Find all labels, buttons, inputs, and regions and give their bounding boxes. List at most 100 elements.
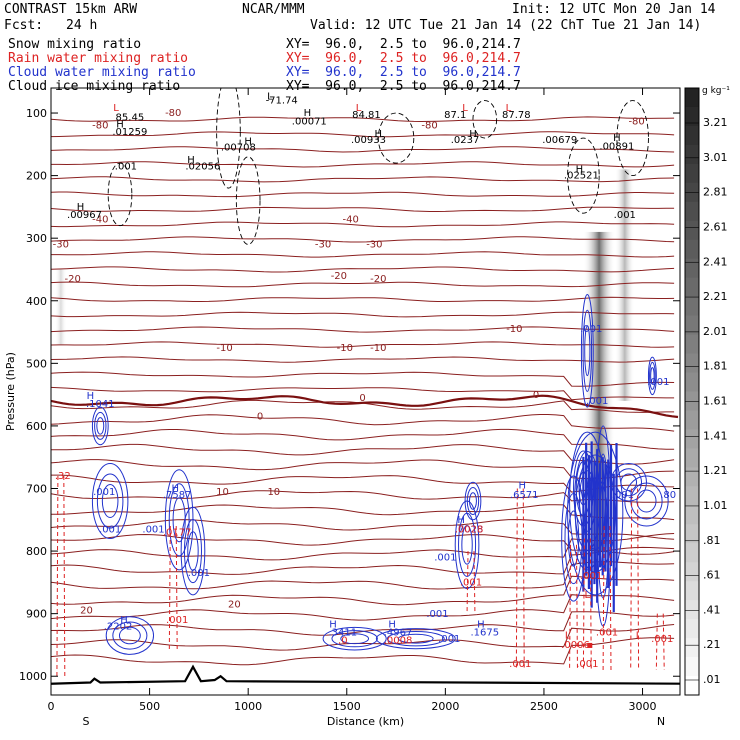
contour-label: -20 xyxy=(331,271,347,282)
contour-label: -71.74 xyxy=(266,96,298,107)
extremum-marker: H xyxy=(388,619,396,630)
cloud-water-contour xyxy=(375,628,456,650)
contour-label: .7587 xyxy=(163,490,192,501)
contour-label: .001 xyxy=(434,552,456,563)
isotherm-line xyxy=(51,296,675,302)
colorbar-cell xyxy=(685,486,699,506)
colorbar-label: 1.01 xyxy=(703,499,728,512)
legend-cloudice-label: Cloud ice mixing ratio xyxy=(8,79,181,94)
extremum-marker: H xyxy=(576,164,584,175)
colorbar-unit: g kg⁻¹ xyxy=(702,86,730,96)
cloud-water-contour xyxy=(630,482,663,520)
contour-label: -40 xyxy=(92,215,108,226)
cloud-water-contour xyxy=(168,483,190,557)
isotherm-line xyxy=(51,341,675,348)
contour-label: -80 xyxy=(92,121,108,132)
x-tick-label: 1000 xyxy=(234,700,262,713)
colorbar-label: .61 xyxy=(703,569,721,582)
cloud-water-contour xyxy=(331,630,378,648)
colorbar-label: 2.01 xyxy=(703,325,728,338)
legend-rain-xy: XY= 96.0, 2.5 to 96.0,214.7 xyxy=(286,51,521,66)
extremum-marker: L xyxy=(585,590,591,601)
colorbar-cell xyxy=(685,524,699,544)
rain-contour xyxy=(466,551,476,614)
cloud-water-contour xyxy=(647,356,657,396)
fcst-value: 24 h xyxy=(66,18,98,33)
extremum-marker: H xyxy=(187,155,195,166)
contour-label: 87.78 xyxy=(502,110,531,121)
valid-time: Valid: 12 UTC Tue 21 Jan 14 (22 ChT Tue … xyxy=(310,18,702,33)
cloud-water-contour xyxy=(620,473,638,491)
x-tick-label: 500 xyxy=(139,700,160,713)
contour-label: .2202 xyxy=(104,621,133,632)
contour-label: -10 xyxy=(370,343,386,354)
colorbar-label: 2.21 xyxy=(703,290,728,303)
contour-label: 10 xyxy=(216,487,229,498)
contour-label: 10 xyxy=(267,487,280,498)
contour-label: .001 xyxy=(509,659,531,670)
extremum-marker: H xyxy=(375,129,383,140)
isotherm-line xyxy=(51,518,675,540)
contour-label: .00708 xyxy=(221,143,256,154)
rain-contour xyxy=(515,488,525,670)
colorbar-label: 3.21 xyxy=(703,116,728,129)
contour-label: -10 xyxy=(337,343,353,354)
contour-label: .1675 xyxy=(470,628,499,639)
contour-label: -30 xyxy=(53,240,69,251)
cloud-water-contour xyxy=(636,489,657,513)
isotherm-line xyxy=(51,637,675,666)
y-tick-label: 1000 xyxy=(19,670,47,683)
colorbar-label: .21 xyxy=(703,638,721,651)
colorbar-cell xyxy=(685,239,699,260)
contour-label: .001 xyxy=(142,524,164,535)
isotherm-line xyxy=(51,266,675,273)
extremum-marker: H xyxy=(304,108,312,119)
cloud-water-contour xyxy=(397,633,434,644)
isotherm-line xyxy=(51,311,675,318)
init-time: Init: 12 UTC Mon 20 Jan 14 xyxy=(512,2,716,17)
cloud-water-contour xyxy=(322,626,387,651)
ice-contour xyxy=(107,162,133,227)
isotherm-line xyxy=(51,414,675,432)
extremum-marker: L xyxy=(113,103,119,114)
field-layer: -80 -80 -80 -80 -40 -40 -30 -30 -30 -20 -20 -20 -10 -… xyxy=(51,88,680,685)
contour-label: .00071 xyxy=(292,116,327,127)
plot-area: -80 -80 -80 -80 -40 -40 -30 -30 -30 -20 -20 -20 -10 -… xyxy=(4,87,681,728)
contour-label: .001 xyxy=(651,634,673,645)
cloud-water-contour xyxy=(180,506,206,596)
colorbar-cell xyxy=(685,467,699,487)
contour-label: .001 xyxy=(580,324,602,335)
x-tick-label: 2500 xyxy=(530,700,558,713)
contour-label: .80 xyxy=(660,490,676,501)
isotherm-line xyxy=(51,236,675,243)
y-tick-label: 300 xyxy=(26,232,47,245)
extremum-marker: L xyxy=(565,631,571,642)
colorbar-label: 2.41 xyxy=(703,255,728,268)
y-axis-label: Pressure (hPa) xyxy=(4,352,17,431)
contour-label: .0028 xyxy=(455,524,484,535)
contour-label: .00891 xyxy=(599,141,634,152)
isotherm-line xyxy=(51,206,675,212)
cloud-water-contour xyxy=(464,481,482,521)
cloud-water-contour xyxy=(584,325,591,377)
y-tick-label: 200 xyxy=(26,170,47,183)
colorbar-cell xyxy=(685,315,699,336)
contour-label: 84.81 xyxy=(352,110,381,121)
colorbar-label: 3.01 xyxy=(703,151,728,164)
contour-label: .00679 xyxy=(542,135,577,146)
x-tick-label: 2000 xyxy=(431,700,459,713)
center-label: NCAR/MMM xyxy=(242,2,305,17)
cloud-water-contour xyxy=(624,475,669,527)
cloud-water-contour xyxy=(340,633,370,645)
cloud-water-contour xyxy=(567,510,580,567)
contour-label: 20 xyxy=(80,606,93,617)
rain-contour xyxy=(630,488,640,670)
contour-label: .7023 xyxy=(455,524,484,535)
contour-label: -40 xyxy=(343,215,359,226)
legend-cloudwater-label: Cloud water mixing ratio xyxy=(8,65,196,80)
rain-contour xyxy=(602,526,612,670)
contour-label: .0006 xyxy=(561,640,590,651)
extremum-marker: H xyxy=(77,202,85,213)
colorbar-label: 2.81 xyxy=(703,186,728,199)
x-tick-label: 1500 xyxy=(333,700,361,713)
